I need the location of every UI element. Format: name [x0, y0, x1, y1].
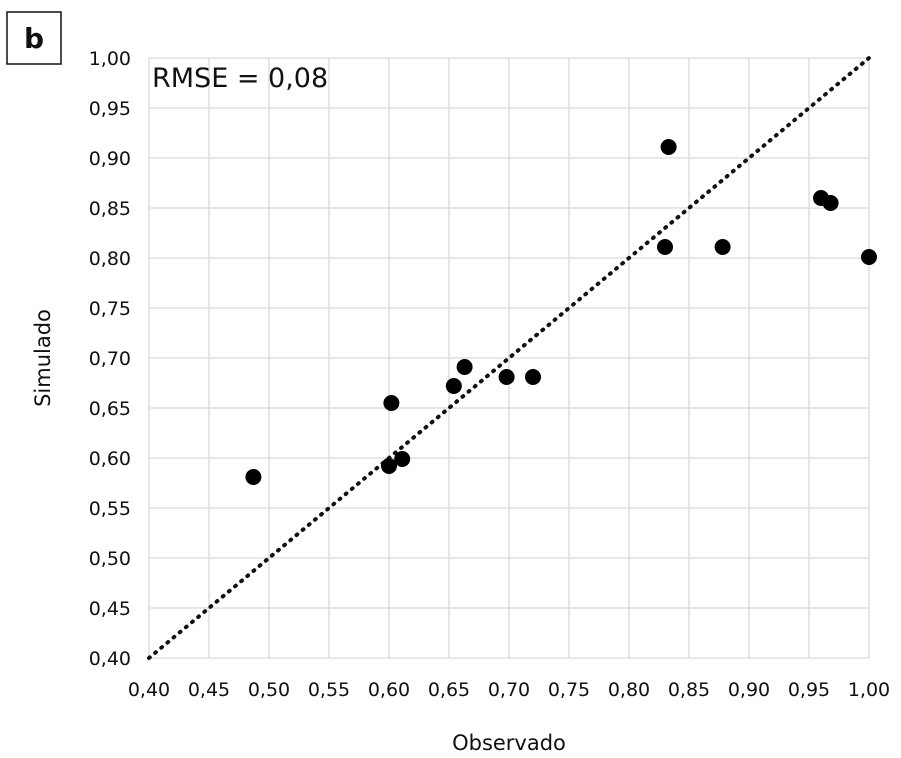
x-tick-labels: 0,40 0,45 0,50 0,55 0,60 0,65 0,70 0,75 0,80 0,85… [128, 679, 890, 701]
x-tick-label: 0,40 [128, 679, 170, 701]
y-tick-label: 1,00 [89, 48, 131, 70]
x-tick-label: 0,75 [548, 679, 590, 701]
x-tick-label: 0,70 [488, 679, 530, 701]
panel-label-box [6, 11, 62, 65]
y-axis-title: Simulado [31, 309, 55, 407]
y-tick-label: 0,90 [89, 148, 131, 170]
data-point [822, 195, 839, 211]
y-tick-label: 0,85 [89, 198, 131, 220]
x-tick-label: 0,95 [788, 679, 830, 701]
x-tick-label: 0,90 [728, 679, 770, 701]
data-point [381, 458, 397, 474]
x-tick-label: 0,80 [608, 679, 650, 701]
rmse-annotation: RMSE = 0,08 [152, 63, 328, 94]
data-points [245, 139, 877, 485]
data-point [456, 359, 473, 375]
data-point [525, 369, 541, 385]
data-point [498, 369, 515, 385]
y-tick-label: 0,80 [89, 248, 131, 270]
x-tick-label: 1,00 [848, 679, 890, 701]
y-tick-label: 0,50 [89, 548, 131, 570]
x-tick-label: 0,55 [308, 679, 350, 701]
y-tick-label: 0,60 [89, 448, 131, 470]
data-point [660, 139, 677, 155]
y-tick-label: 0,95 [89, 98, 131, 120]
y-tick-label: 0,55 [89, 498, 131, 520]
y-tick-label: 0,70 [89, 348, 131, 370]
data-point [714, 239, 731, 255]
y-tick-label: 0,75 [89, 298, 131, 320]
data-point [445, 378, 462, 394]
grid-lines [148, 57, 870, 659]
x-tick-label: 0,60 [368, 679, 410, 701]
panel-label: b [24, 22, 44, 55]
x-tick-label: 0,85 [668, 679, 710, 701]
data-point [657, 239, 673, 255]
y-tick-label: 0,45 [89, 598, 131, 620]
y-tick-labels: 0,40 0,45 0,50 0,55 0,60 0,65 0,70 0,75 0,80 0,85… [89, 48, 131, 670]
x-tick-label: 0,65 [428, 679, 470, 701]
data-point [861, 249, 877, 265]
x-tick-label: 0,50 [248, 679, 290, 701]
data-point [245, 469, 262, 485]
data-point [383, 395, 400, 411]
x-tick-label: 0,45 [188, 679, 230, 701]
x-axis-title: Observado [452, 731, 566, 755]
y-tick-label: 0,40 [89, 648, 131, 670]
data-point [394, 451, 411, 467]
y-tick-label: 0,65 [89, 398, 131, 420]
